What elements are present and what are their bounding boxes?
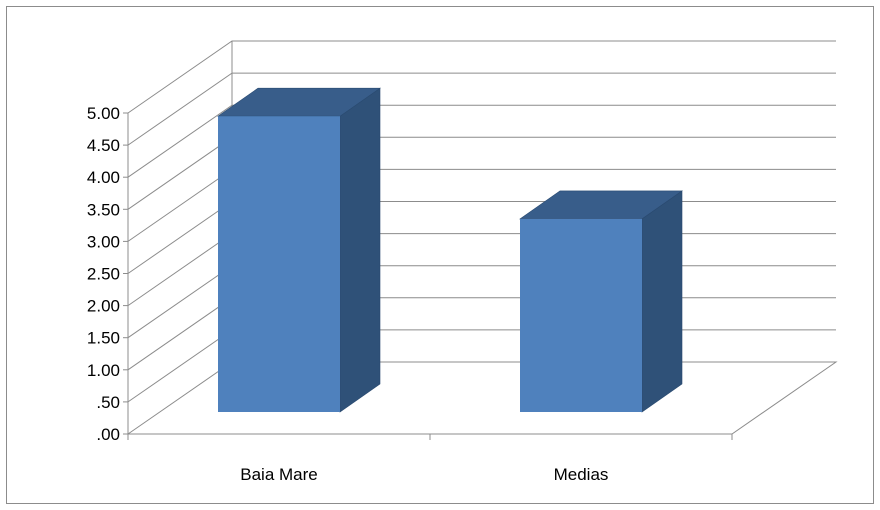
- bar-front-face: [218, 116, 340, 413]
- y-tick-label: 2.50: [87, 265, 120, 284]
- bar-front-face: [520, 218, 642, 412]
- gridline: [127, 40, 836, 114]
- bars: [217, 87, 683, 413]
- y-tick-label: .50: [96, 393, 120, 412]
- y-tick-label: 1.50: [87, 329, 120, 348]
- category-label: Medias: [554, 465, 609, 484]
- chart-frame: [6, 6, 874, 504]
- bar-side-face: [641, 190, 683, 413]
- bar-side-face: [339, 87, 381, 413]
- y-tick-label: 5.00: [87, 104, 120, 123]
- y-tick-label: 4.00: [87, 168, 120, 187]
- labels: .00 .50 1.00 1.50 2.00 2.50 3.00 3.50 4.00 4.50 5.…: [87, 104, 609, 484]
- y-tick-label: 3.50: [87, 200, 120, 219]
- y-tick-label: .00: [96, 425, 120, 444]
- y-tick-label: 2.00: [87, 297, 120, 316]
- bar: [519, 190, 683, 413]
- bar: [217, 87, 381, 413]
- category-label: Baia Mare: [240, 465, 317, 484]
- y-tick-label: 3.00: [87, 232, 120, 251]
- y-tick-label: 4.50: [87, 136, 120, 155]
- y-tick-label: 1.00: [87, 361, 120, 380]
